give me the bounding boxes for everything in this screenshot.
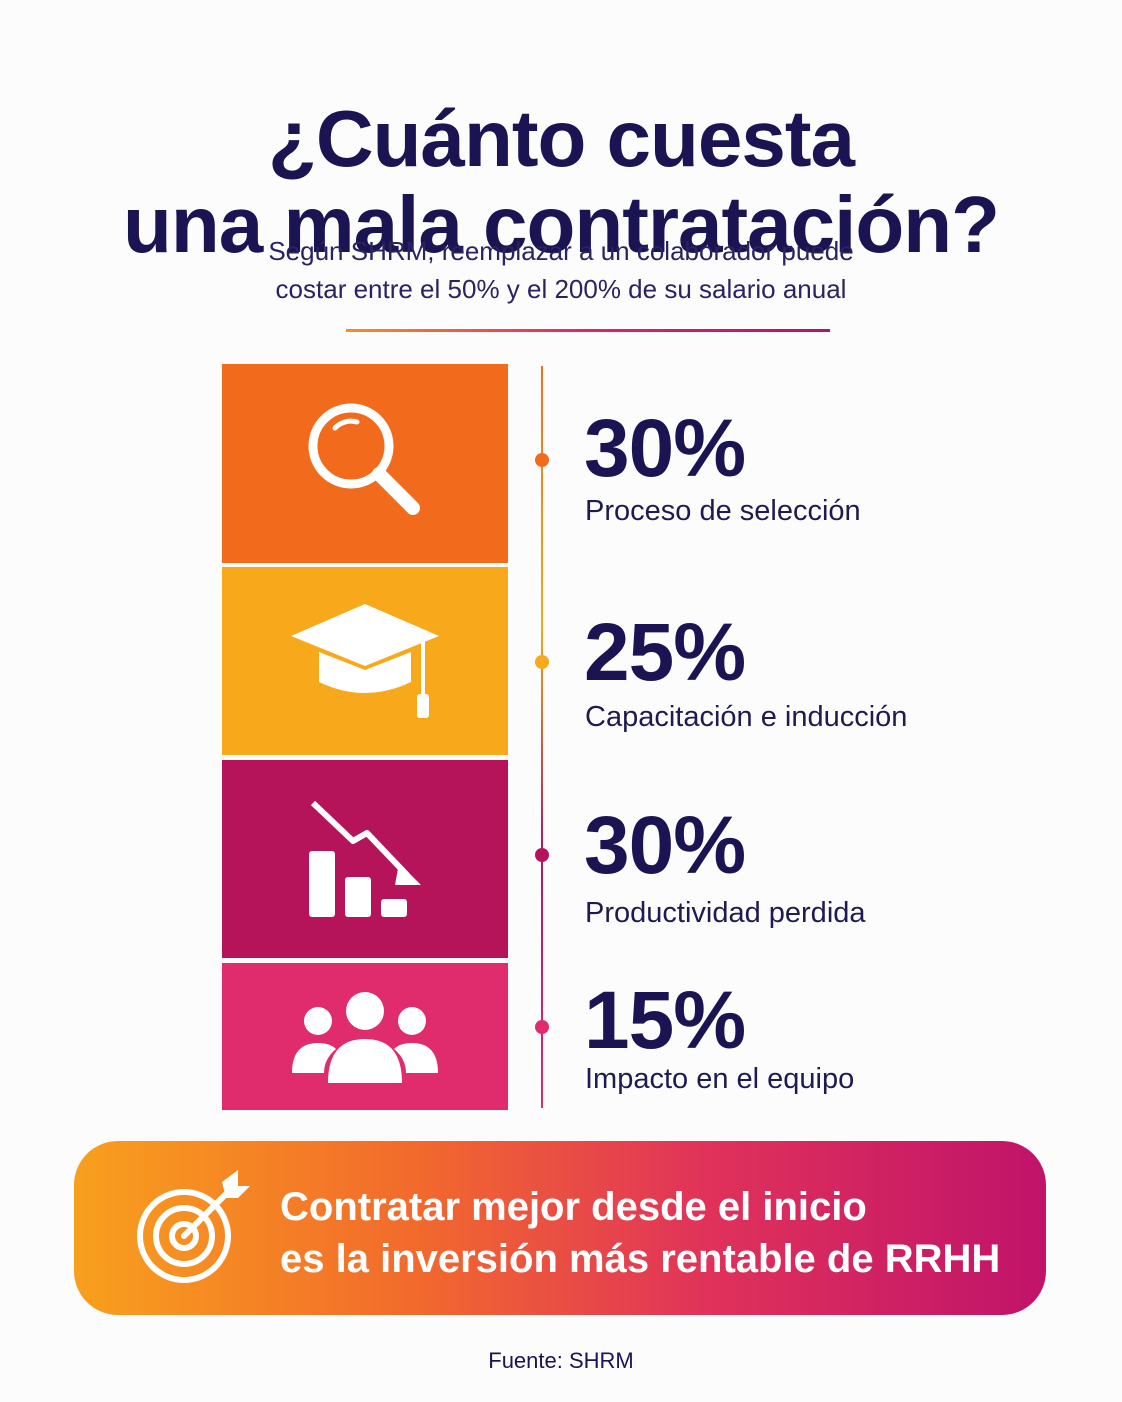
label-team: Impacto en el equipo (585, 1063, 855, 1095)
declining-chart-icon (309, 800, 421, 917)
cost-block-training (222, 567, 508, 755)
label-productivity: Productividad perdida (585, 897, 866, 929)
timeline-line (541, 366, 543, 1108)
subtitle: Según SHRM, reemplazar a un colaborador … (0, 232, 1122, 308)
subtitle-line-2: costar entre el 50% y el 200% de su sala… (275, 274, 847, 304)
timeline-dot (535, 655, 549, 669)
banner-line-2: es la inversión más rentable de RRHH (280, 1237, 1001, 1281)
conclusion-banner: Contratar mejor desde el inicio es la in… (74, 1141, 1046, 1315)
timeline-dot (535, 848, 549, 862)
percent-selection: 30% (584, 403, 746, 494)
target-arrow-icon (137, 1170, 250, 1283)
banner-text: Contratar mejor desde el inicio es la in… (280, 1181, 1000, 1285)
percent-team: 15% (584, 975, 746, 1066)
gradient-divider (346, 329, 830, 332)
graduation-cap-icon (291, 604, 439, 718)
source-note: Fuente: SHRM (488, 1348, 634, 1373)
banner-line-1: Contratar mejor desde el inicio (280, 1185, 867, 1229)
subtitle-line-1: Según SHRM, reemplazar a un colaborador … (268, 236, 854, 266)
label-selection: Proceso de selección (585, 495, 861, 527)
cost-block-productivity (222, 760, 508, 958)
label-training: Capacitación e inducción (585, 701, 908, 733)
cost-block-team (222, 963, 508, 1110)
magnifier-icon (308, 403, 420, 515)
title-line-2: una mala contratación? (123, 179, 1000, 269)
title-line-1: ¿Cuánto cuesta (267, 93, 855, 183)
timeline-dot (535, 1020, 549, 1034)
percent-training: 25% (584, 607, 746, 698)
page-title: ¿Cuánto cuesta una mala contratación? (0, 93, 1122, 269)
cost-block-selection (222, 364, 508, 563)
percent-productivity: 30% (584, 800, 746, 891)
team-icon (292, 991, 438, 1083)
timeline-dot (535, 453, 549, 467)
